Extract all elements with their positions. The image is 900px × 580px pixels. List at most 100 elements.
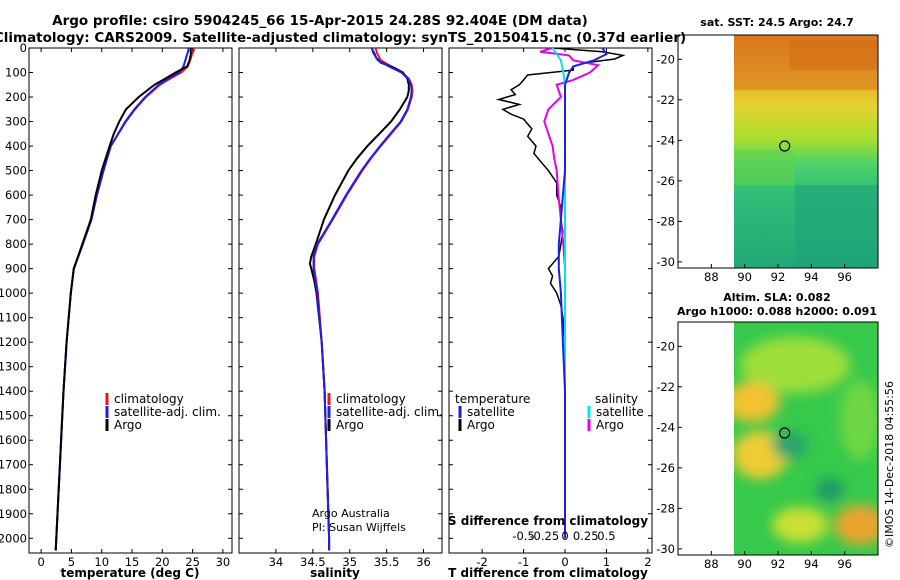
depth-tick-label: 1700 <box>0 458 27 472</box>
salinity-panel: 34 34.5 35 35.5 36 salinity climatology sate… <box>238 47 443 580</box>
temperature-panel: 0 5 10 15 20 25 30 temperature (deg C) climato… <box>28 47 233 580</box>
map-x-tick-label: 88 <box>704 270 719 284</box>
temperature-x-label: temperature (deg C) <box>61 566 200 580</box>
map-y-tick-label: -20 <box>656 339 675 353</box>
t-difference-x-label: T difference from climatology <box>448 566 648 580</box>
legend-label-argo: Argo <box>114 418 142 432</box>
depth-tick-label: 400 <box>5 139 27 153</box>
sla-blob <box>840 380 878 460</box>
sla-blob <box>740 337 850 393</box>
x-tick-label: 0 <box>561 555 568 569</box>
s-diff-tick-label: -0.25 <box>529 529 559 543</box>
temperature-plot-frame <box>28 47 233 554</box>
map-x-tick-label: 92 <box>771 557 786 571</box>
s-difference-x-label: S difference from climatology <box>448 514 648 528</box>
s-difference-ticks: -0.5-0.25 0 0.250.5 <box>512 529 615 543</box>
map-x-tick-label: 94 <box>804 557 819 571</box>
map-y-tick-label: -28 <box>656 501 675 515</box>
x-tick-label: 20 <box>155 555 170 569</box>
depth-tick-label: 1400 <box>0 384 27 398</box>
map-y-tick-label: -28 <box>656 214 675 228</box>
sla-argo-position-marker <box>779 427 791 439</box>
depth-tick-label: 1800 <box>0 482 27 496</box>
sst-cool-patch <box>795 185 878 268</box>
x-tick-label: 10 <box>94 555 109 569</box>
sla-map-panel: Altim. SLA: 0.082 Argo h1000: 0.088 h200… <box>656 291 879 571</box>
sla-blob <box>772 431 808 459</box>
sst-warm-core <box>790 40 878 70</box>
series-line-climatology <box>313 48 414 551</box>
x-tick-label: 35 <box>342 555 357 569</box>
series-line-satellite-adj-clim- <box>54 48 190 551</box>
sla-blob <box>834 505 878 545</box>
sst-map-field <box>734 35 878 268</box>
x-tick-label: 36 <box>416 555 431 569</box>
depth-tick-label: 500 <box>5 164 27 178</box>
x-tick-label: 34.5 <box>300 555 326 569</box>
s-diff-tick-label: 0.25 <box>573 529 599 543</box>
series-line-argo <box>54 48 192 551</box>
difference-x-ticks: -2 -1 0 1 2 <box>476 48 652 569</box>
map-y-tick-label: -30 <box>656 255 675 269</box>
salinity-series <box>308 48 414 551</box>
legend-label-climatology: climatology <box>336 392 406 406</box>
s-diff-tick-label: 0 <box>561 529 568 543</box>
depth-tick-label: 1100 <box>0 311 27 325</box>
x-tick-label: 0 <box>37 555 44 569</box>
legend-label-satellite: satellite-adj. clim. <box>114 405 221 419</box>
map-x-tick-label: 88 <box>704 557 719 571</box>
x-tick-label: 35.5 <box>374 555 400 569</box>
difference-legend: temperature satellite Argo salinity sate… <box>455 392 644 432</box>
map-x-tick-label: 96 <box>837 270 852 284</box>
series-line-t-satellite <box>557 48 608 539</box>
difference-panel: -2 -1 0 1 2 T difference from climatology S … <box>448 47 653 580</box>
sla-map-title-line1: Altim. SLA: 0.082 <box>723 291 830 304</box>
figure-title-line2: Climatology: CARS2009. Satellite-adjuste… <box>0 30 686 46</box>
salinity-legend: climatology satellite-adj. clim. Argo <box>327 392 443 432</box>
depth-tick-label: 1000 <box>0 286 27 300</box>
map-y-tick-label: -26 <box>656 174 675 188</box>
x-tick-label: 5 <box>68 555 75 569</box>
credit-line1: Argo Australia <box>312 507 390 520</box>
series-line-s-satellite <box>551 48 566 539</box>
map-y-tick-label: -30 <box>656 542 675 556</box>
map-x-tick-label: 90 <box>737 270 752 284</box>
series-line-argo <box>308 48 410 551</box>
map-y-tick-label: -20 <box>656 52 675 66</box>
depth-tick-label: 1600 <box>0 433 27 447</box>
salinity-plot-frame <box>238 47 443 554</box>
legend-title-salinity: salinity <box>595 392 638 406</box>
sla-anomaly-blobs <box>734 337 878 545</box>
depth-tick-label: 1500 <box>0 409 27 423</box>
sla-blob <box>816 478 844 502</box>
map-y-tick-label: -24 <box>656 420 675 434</box>
depth-tick-label: 0 <box>20 41 27 55</box>
map-y-tick-label: -22 <box>656 380 675 394</box>
map-y-tick-label: -22 <box>656 93 675 107</box>
depth-tick-label: 1200 <box>0 335 27 349</box>
x-tick-label: 34 <box>269 555 284 569</box>
depth-axis: 0 100 200 300 400 500 600 700 800 900 1000 1100 1200… <box>0 41 652 545</box>
sla-map-field <box>734 322 878 555</box>
legend-label-s-argo: Argo <box>596 418 624 432</box>
sst-green-band <box>734 150 794 185</box>
depth-tick-label: 700 <box>5 213 27 227</box>
series-line-satellite-adj-clim- <box>312 48 413 551</box>
legend-label-satellite: satellite-adj. clim. <box>336 405 443 419</box>
x-tick-label: 1 <box>603 555 610 569</box>
depth-tick-label: 200 <box>5 90 27 104</box>
sst-map-panel: sat. SST: 24.5 Argo: 24.7 88 90 92 94 96 -20 -… <box>656 16 879 284</box>
sst-argo-position-marker <box>779 140 791 152</box>
x-tick-label: -1 <box>518 555 529 569</box>
x-tick-label: -2 <box>476 555 487 569</box>
x-tick-label: 25 <box>185 555 200 569</box>
series-line-s-argo <box>539 48 601 539</box>
s-diff-tick-label: 0.5 <box>597 529 615 543</box>
legend-label-argo: Argo <box>336 418 364 432</box>
map-y-tick-label: -26 <box>656 461 675 475</box>
figure-title-line1: Argo profile: csiro 5904245_66 15-Apr-20… <box>52 13 588 29</box>
depth-tick-label: 2000 <box>0 531 27 545</box>
x-tick-label: 15 <box>125 555 140 569</box>
salinity-x-ticks: 34 34.5 35 35.5 36 <box>269 48 431 569</box>
